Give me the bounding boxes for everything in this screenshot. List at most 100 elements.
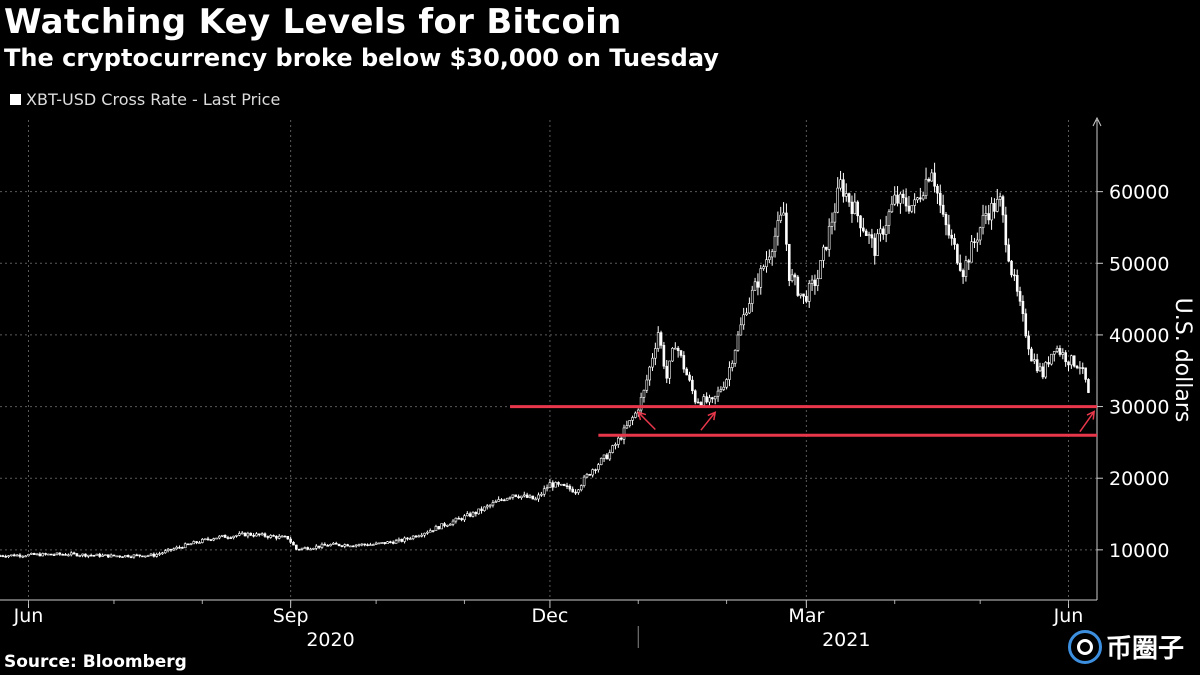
- price-candle-body: [491, 502, 495, 506]
- price-candle-body: [1084, 367, 1087, 380]
- price-candle-body: [300, 547, 304, 550]
- price-candle-body: [827, 225, 831, 250]
- price-candle-body: [699, 402, 703, 406]
- price-candle-body: [995, 199, 999, 212]
- price-candle-body: [47, 553, 50, 556]
- price-candle-body: [334, 542, 338, 545]
- price-candle-body: [235, 535, 238, 537]
- price-candle-body: [887, 211, 891, 226]
- price-candle-body: [870, 234, 874, 239]
- price-candle-body: [223, 534, 227, 538]
- price-candle-body: [876, 233, 879, 256]
- price-candle-body: [807, 283, 811, 302]
- price-candle-body: [112, 554, 116, 557]
- price-candle-body: [15, 554, 19, 557]
- price-candle-body: [420, 534, 424, 537]
- price-candle-body: [55, 552, 59, 555]
- price-candle-body: [118, 555, 121, 558]
- price-candle-body: [183, 543, 187, 549]
- annotation-arrowhead: [707, 411, 717, 421]
- price-candle-body: [409, 538, 412, 540]
- price-candle-body: [272, 535, 275, 537]
- price-candle-body: [1021, 300, 1025, 314]
- x-tick-label: Jun: [1053, 605, 1084, 627]
- x-tick-label: Jun: [13, 605, 44, 627]
- price-candle-body: [648, 366, 651, 381]
- price-candle-body: [765, 259, 768, 268]
- price-candle-body: [930, 172, 934, 182]
- price-candle-body: [175, 546, 178, 550]
- price-candle-body: [209, 539, 213, 541]
- price-candle-body: [314, 545, 318, 549]
- price-candle-body: [910, 205, 914, 212]
- price-candle-body: [551, 482, 555, 488]
- price-candle-body: [805, 295, 808, 302]
- price-candle-body: [736, 334, 740, 351]
- price-candle-body: [1004, 214, 1008, 246]
- price-candle-body: [947, 224, 951, 236]
- price-candle-body: [1007, 244, 1010, 262]
- x-tick-label: Dec: [532, 605, 569, 627]
- price-candle-body: [565, 485, 569, 488]
- price-candle-body: [220, 534, 224, 537]
- price-candle-body: [411, 535, 415, 539]
- x-tick-label: Sep: [273, 605, 309, 627]
- price-candle-body: [913, 199, 916, 206]
- price-candle-body: [371, 544, 375, 546]
- price-candle-body: [67, 554, 70, 557]
- price-candle-body: [716, 390, 720, 397]
- price-candle-body: [423, 532, 426, 536]
- chart-title: Watching Key Levels for Bitcoin: [4, 2, 622, 42]
- watermark: 币圈子: [1068, 628, 1184, 665]
- price-candle-body: [124, 555, 127, 558]
- price-candle-body: [434, 526, 438, 531]
- price-candle-body: [1041, 366, 1045, 378]
- price-candle-body: [295, 544, 298, 550]
- price-candle-body: [993, 202, 996, 212]
- price-candle-body: [206, 538, 210, 541]
- price-candle-body: [859, 215, 862, 229]
- price-candle-body: [115, 555, 119, 558]
- price-candle-body: [161, 552, 164, 555]
- price-candle-body: [594, 469, 597, 471]
- price-candle-body: [938, 192, 942, 206]
- price-candle-body: [144, 555, 147, 558]
- y-axis-arrow: [1092, 116, 1102, 127]
- price-candle-body: [733, 349, 737, 364]
- price-candle-body: [953, 238, 956, 245]
- price-candle-body: [730, 362, 734, 368]
- price-candle-body: [705, 396, 708, 403]
- price-candle-body: [1, 555, 5, 557]
- price-candle-body: [528, 495, 532, 498]
- price-candle-body: [907, 205, 911, 212]
- price-candle-body: [366, 544, 369, 546]
- price-candle-body: [722, 386, 726, 390]
- price-candle-body: [129, 556, 133, 559]
- price-candle-body: [1061, 352, 1065, 355]
- price-candle-body: [503, 499, 506, 502]
- price-candle-body: [1072, 355, 1076, 367]
- price-candle-body: [1010, 260, 1013, 276]
- price-candle-body: [924, 178, 928, 196]
- price-candle-body: [753, 281, 757, 291]
- price-candle-body: [961, 270, 965, 277]
- price-candle-body: [32, 553, 36, 555]
- price-candle-body: [568, 485, 572, 490]
- price-candle-body: [354, 544, 358, 547]
- price-candle-body: [956, 244, 959, 264]
- price-candle-body: [349, 545, 352, 548]
- price-candle-body: [0, 555, 2, 557]
- price-candle-body: [240, 532, 244, 535]
- price-candle-body: [497, 499, 500, 502]
- price-candle-body: [477, 508, 480, 515]
- price-candle-body: [468, 513, 472, 517]
- annotation-arrow: [700, 411, 716, 431]
- price-candle-body: [343, 544, 347, 547]
- price-candle-body: [1064, 352, 1067, 363]
- price-candle-body: [1078, 367, 1082, 369]
- price-candle-body: [488, 504, 492, 507]
- price-candle-body: [152, 553, 156, 557]
- price-candle-body: [1024, 313, 1028, 337]
- price-candle-body: [243, 532, 247, 537]
- price-candle-body: [614, 444, 617, 446]
